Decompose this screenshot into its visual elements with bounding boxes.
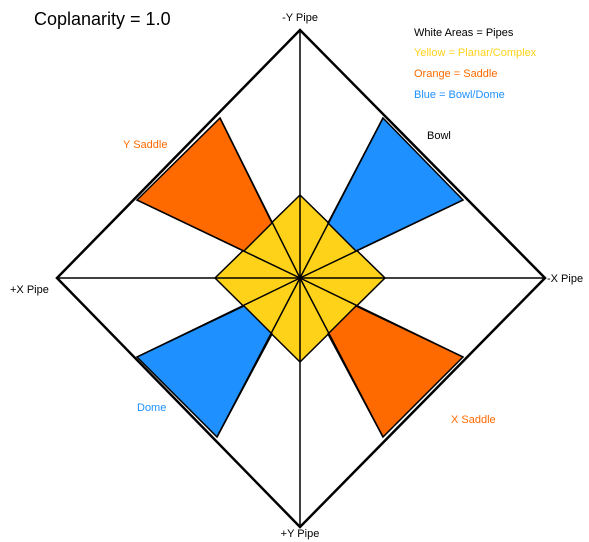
- legend-orange: Orange = Saddle: [414, 68, 497, 80]
- legend-blue: Blue = Bowl/Dome: [414, 89, 505, 101]
- bowl-label: Bowl: [427, 130, 451, 142]
- bottom-label: +Y Pipe: [281, 528, 320, 540]
- title: Coplanarity = 1.0: [34, 9, 171, 29]
- right-label: -X Pipe: [547, 273, 583, 285]
- y-saddle-label: Y Saddle: [123, 139, 167, 151]
- x-saddle-label: X Saddle: [451, 414, 496, 426]
- top-label: -Y Pipe: [282, 12, 318, 24]
- dome-label: Dome: [137, 402, 166, 414]
- rays: [57, 30, 545, 527]
- shapes: [55, 28, 547, 529]
- left-label: +X Pipe: [10, 284, 49, 296]
- legend-pipes: White Areas = Pipes: [414, 27, 514, 39]
- legend-yellow: Yellow = Planar/Complex: [414, 47, 537, 59]
